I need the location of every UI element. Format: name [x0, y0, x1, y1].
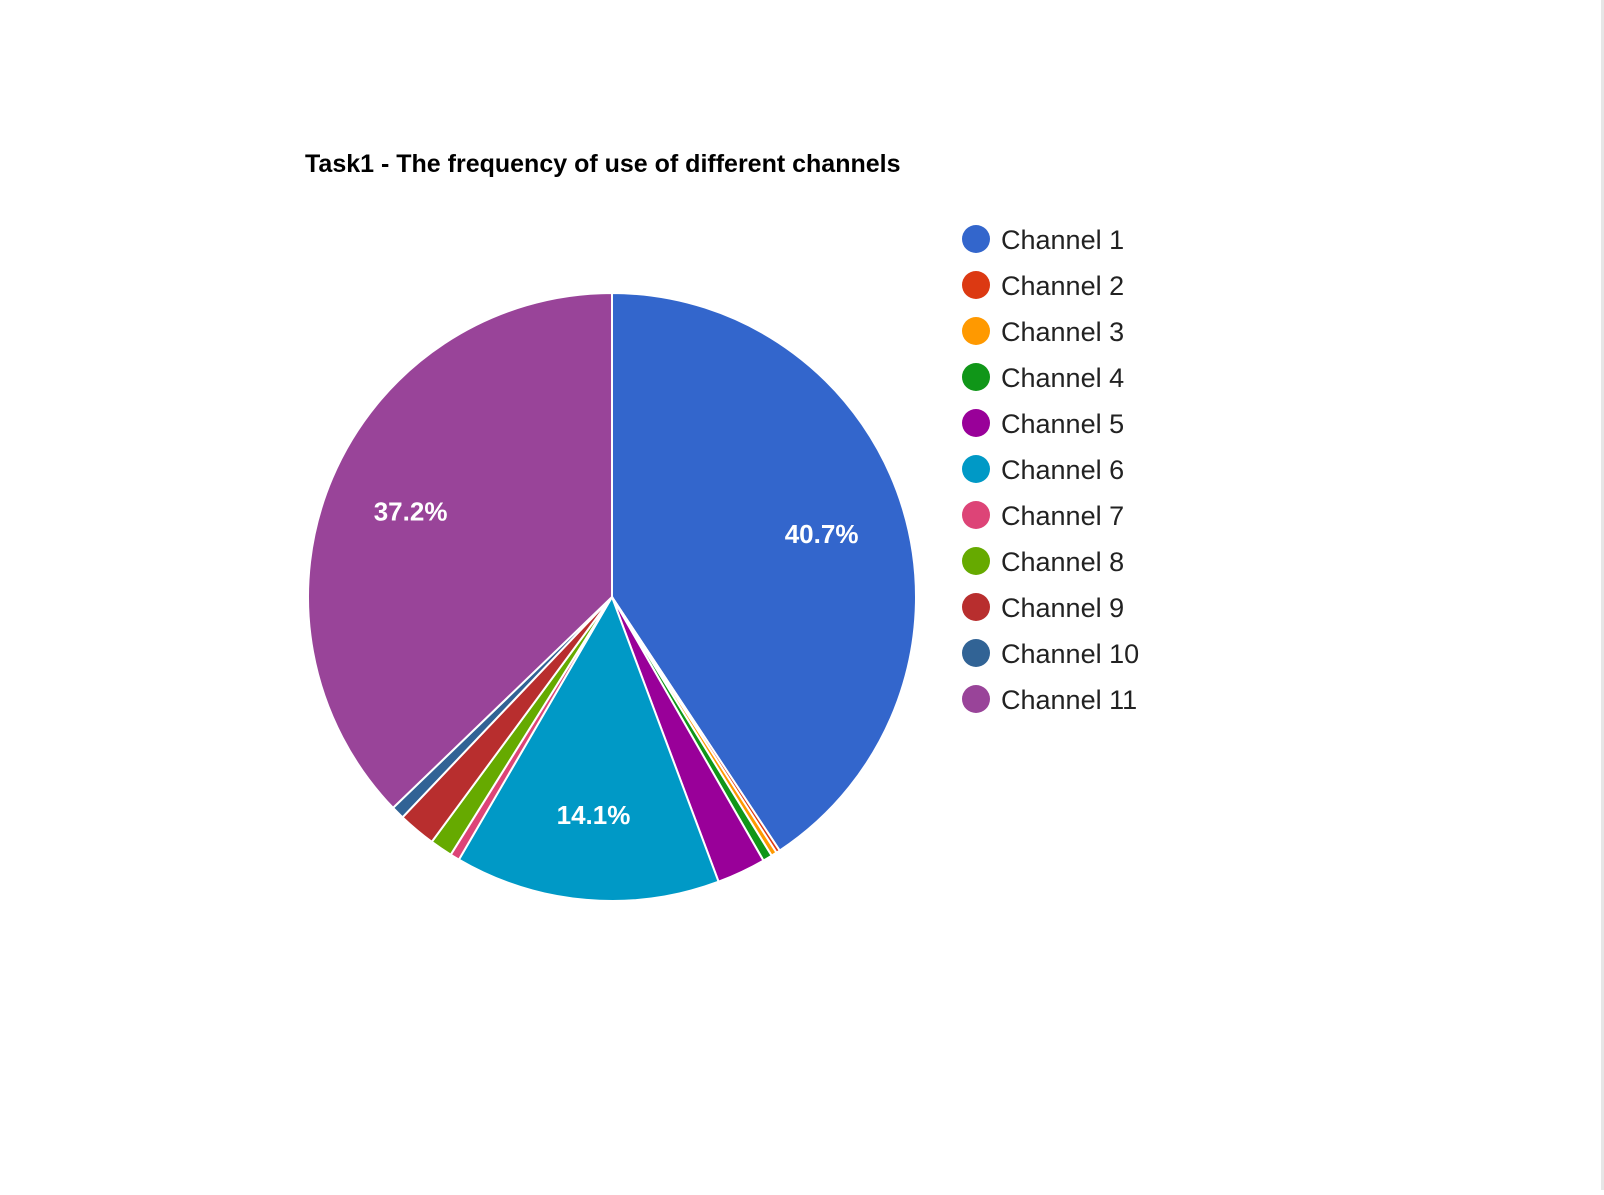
legend-swatch-channel-10 — [962, 639, 990, 667]
slice-label-channel-1: 40.7% — [785, 519, 859, 549]
legend-item-channel-11[interactable]: Channel 11 — [962, 685, 1137, 715]
legend-label-channel-9: Channel 9 — [1001, 593, 1124, 623]
slice-labels: 40.7% 14.1% 37.2% — [374, 496, 859, 830]
legend-item-channel-4[interactable]: Channel 4 — [962, 363, 1124, 393]
legend-swatch-channel-7 — [962, 501, 990, 529]
legend-label-channel-1: Channel 1 — [1001, 225, 1124, 255]
legend-swatch-channel-6 — [962, 455, 990, 483]
legend-item-channel-9[interactable]: Channel 9 — [962, 593, 1124, 623]
legend-label-channel-2: Channel 2 — [1001, 271, 1124, 301]
page-edge-divider — [1601, 0, 1604, 1190]
legend-swatch-channel-11 — [962, 685, 990, 713]
pie-slice-channel-11[interactable] — [307, 291, 613, 810]
legend-swatch-channel-8 — [962, 547, 990, 575]
legend-label-channel-10: Channel 10 — [1001, 639, 1139, 669]
legend-item-channel-5[interactable]: Channel 5 — [962, 409, 1124, 439]
legend-item-channel-6[interactable]: Channel 6 — [962, 455, 1124, 485]
slice-label-channel-6: 14.1% — [557, 800, 631, 830]
legend-swatch-channel-1 — [962, 225, 990, 253]
legend-item-channel-8[interactable]: Channel 8 — [962, 547, 1124, 577]
legend-label-channel-11: Channel 11 — [1001, 685, 1137, 715]
legend-item-channel-3[interactable]: Channel 3 — [962, 317, 1124, 347]
pie-slices — [307, 291, 917, 902]
legend-item-channel-2[interactable]: Channel 2 — [962, 271, 1124, 301]
legend-label-channel-8: Channel 8 — [1001, 547, 1124, 577]
legend-label-channel-3: Channel 3 — [1001, 317, 1124, 347]
legend-swatch-channel-5 — [962, 409, 990, 437]
legend-label-channel-6: Channel 6 — [1001, 455, 1124, 485]
legend: Channel 1 Channel 2 Channel 3 Channel 4 Chan… — [962, 225, 1139, 715]
legend-item-channel-7[interactable]: Channel 7 — [962, 501, 1124, 531]
legend-label-channel-5: Channel 5 — [1001, 409, 1124, 439]
legend-item-channel-1[interactable]: Channel 1 — [962, 225, 1124, 255]
legend-label-channel-4: Channel 4 — [1001, 363, 1124, 393]
chart-title: Task1 - The frequency of use of differen… — [305, 150, 901, 178]
legend-swatch-channel-2 — [962, 271, 990, 299]
pie-slice-channel-6[interactable] — [457, 594, 720, 902]
legend-swatch-channel-4 — [962, 363, 990, 391]
legend-label-channel-7: Channel 7 — [1001, 501, 1124, 531]
legend-item-channel-10[interactable]: Channel 10 — [962, 639, 1139, 669]
legend-swatch-channel-3 — [962, 317, 990, 345]
legend-swatch-channel-9 — [962, 593, 990, 621]
slice-label-channel-11: 37.2% — [374, 496, 448, 526]
